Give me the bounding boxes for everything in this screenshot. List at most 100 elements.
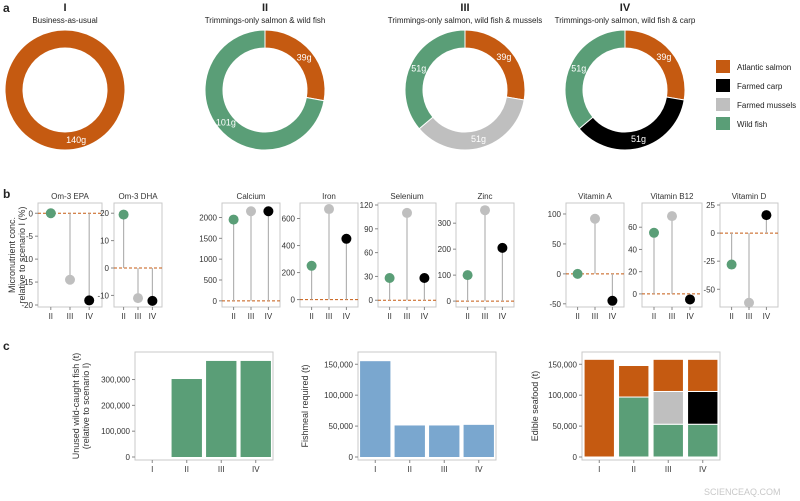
legend-item-wild-fish: Wild fish bbox=[716, 117, 767, 130]
x-tick-label: IV bbox=[686, 312, 694, 321]
donut-slice-label: 39g bbox=[496, 52, 511, 62]
bar-panel-c1: 0 100,000 200,000 300,000 Unused wild-caught… bbox=[71, 351, 274, 474]
x-tick-label: II bbox=[408, 465, 412, 474]
bar-ii-atlantic-salmon bbox=[618, 365, 650, 398]
panel-title: Calcium bbox=[237, 192, 266, 201]
ylabel-line: Edible seafood (t) bbox=[530, 371, 540, 442]
x-tick-label: IV bbox=[421, 312, 429, 321]
y-tick-label: 2000 bbox=[199, 214, 217, 223]
y-tick-label: -50 bbox=[549, 300, 561, 309]
donut-charts: I Business-as-usual 140g II Trimmings-only s… bbox=[4, 2, 696, 151]
y-tick-label: 0 bbox=[711, 229, 716, 238]
donut-numeral: II bbox=[262, 2, 268, 14]
legend-item-farmed-mussels: Farmed mussels bbox=[716, 98, 796, 111]
donut-slice-label: 39g bbox=[656, 52, 671, 62]
y-tick-label: 20 bbox=[100, 209, 109, 218]
bar-panels: 0 100,000 200,000 300,000 Unused wild-caught… bbox=[71, 351, 721, 474]
y-tick-label: 0 bbox=[126, 453, 131, 462]
y-tick-label: 100,000 bbox=[101, 427, 130, 436]
x-tick-label: III bbox=[404, 312, 411, 321]
donut-numeral: I bbox=[63, 2, 66, 14]
micronutrient-panels: Micronutrient conc.relative to scenario … bbox=[7, 192, 779, 321]
point-iii bbox=[590, 213, 600, 224]
donut-title: Trimmings-only salmon, wild fish & carp bbox=[555, 16, 696, 25]
y-tick-label: 0 bbox=[573, 453, 578, 462]
y-tick-label: 100 bbox=[438, 271, 452, 280]
donut-ii: II Trimmings-only salmon & wild fish 39g 10… bbox=[204, 2, 326, 151]
panel-label-c: c bbox=[3, 339, 10, 353]
donut-title: Trimmings-only salmon & wild fish bbox=[205, 16, 326, 25]
y-tick-label: 1000 bbox=[199, 255, 217, 264]
x-tick-label: II bbox=[632, 465, 636, 474]
panel-title: Vitamin D bbox=[732, 192, 767, 201]
legend-swatch bbox=[716, 79, 730, 92]
y-tick-label: 0 bbox=[369, 296, 374, 305]
x-tick-label: II bbox=[575, 312, 579, 321]
point-iii bbox=[65, 274, 75, 285]
point-iii bbox=[480, 205, 490, 216]
y-tick-label: 100 bbox=[548, 210, 562, 219]
legend-swatch bbox=[716, 98, 730, 111]
x-tick-label: IV bbox=[85, 312, 93, 321]
ylabel-line: Fishmeal required (t) bbox=[300, 364, 310, 447]
y-tick-label: 50 bbox=[552, 240, 561, 249]
x-tick-label: III bbox=[135, 312, 142, 321]
legend-item-atlantic-salmon: Atlantic salmon bbox=[716, 60, 791, 73]
donut-slice-atlantic-salmon bbox=[624, 29, 686, 101]
panel-label-b: b bbox=[3, 187, 10, 201]
y-tick-label: 120 bbox=[360, 201, 374, 210]
bar-ylabel: Fishmeal required (t) bbox=[300, 364, 310, 447]
x-tick-label: II bbox=[309, 312, 313, 321]
point-ii bbox=[726, 259, 737, 270]
y-tick-label: 300,000 bbox=[101, 376, 130, 385]
x-tick-label: IV bbox=[763, 312, 771, 321]
x-tick-label: IV bbox=[475, 465, 483, 474]
y-tick-label: 200,000 bbox=[101, 401, 130, 410]
donut-slice-label: 101g bbox=[216, 118, 236, 128]
point-ii bbox=[649, 227, 659, 238]
bar-iii-atlantic-salmon bbox=[652, 358, 684, 392]
bar-iii bbox=[429, 425, 460, 457]
x-tick-label: IV bbox=[265, 312, 273, 321]
bar-ii bbox=[171, 379, 202, 457]
y-tick-label: 0 bbox=[633, 290, 638, 299]
point-iv bbox=[685, 294, 695, 305]
point-iii bbox=[667, 211, 677, 222]
ylabel-line: (relative to scenario I) bbox=[81, 363, 91, 450]
y-tick-label: -25 bbox=[703, 257, 715, 266]
point-iv bbox=[497, 242, 508, 253]
y-tick-label: 50,000 bbox=[553, 422, 578, 431]
point-iii bbox=[133, 293, 143, 304]
x-tick-label: IV bbox=[609, 312, 617, 321]
x-tick-label: I bbox=[374, 465, 376, 474]
bar-ii-wild-fish bbox=[618, 396, 650, 458]
x-tick-label: IV bbox=[252, 465, 260, 474]
x-tick-label: II bbox=[185, 465, 189, 474]
donut-slice-label: 140g bbox=[66, 135, 86, 145]
point-iv bbox=[341, 233, 352, 244]
donut-slice-label: 51g bbox=[631, 134, 646, 144]
panel-title: Om-3 DHA bbox=[118, 192, 158, 201]
x-tick-label: III bbox=[592, 312, 599, 321]
donut-slice-atlantic-salmon bbox=[4, 29, 126, 151]
bar-iv-wild-fish bbox=[687, 423, 719, 458]
y-tick-label: 400 bbox=[282, 242, 296, 251]
ylabel-line: Unused wild-caught fish (t) bbox=[71, 353, 81, 460]
y-tick-label: 0 bbox=[447, 297, 452, 306]
point-ii bbox=[384, 273, 395, 284]
x-tick-label: III bbox=[326, 312, 333, 321]
panel-title: Selenium bbox=[390, 192, 424, 201]
x-tick-label: II bbox=[231, 312, 235, 321]
x-tick-label: IV bbox=[343, 312, 351, 321]
x-tick-label: I bbox=[598, 465, 600, 474]
donut-iv: IV Trimmings-only salmon, wild fish & car… bbox=[555, 2, 696, 151]
x-tick-label: III bbox=[669, 312, 676, 321]
x-tick-label: III bbox=[218, 465, 225, 474]
donut-slice-atlantic-salmon bbox=[264, 29, 326, 102]
y-tick-label: 150,000 bbox=[324, 360, 353, 369]
point-iii bbox=[324, 204, 334, 215]
y-tick-label: 200 bbox=[282, 269, 296, 278]
